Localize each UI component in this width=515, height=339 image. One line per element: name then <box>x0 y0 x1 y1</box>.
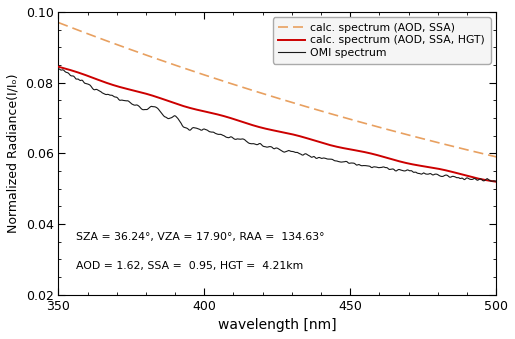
calc. spectrum (AOD, SSA) <box>108 40 114 44</box>
calc. spectrum (AOD, SSA, HGT) <box>198 108 204 113</box>
calc. spectrum (AOD, SSA, HGT) <box>331 144 337 148</box>
calc. spectrum (AOD, SSA, HGT) <box>371 152 377 156</box>
OMI spectrum <box>198 128 204 132</box>
Text: AOD = 1.62, SSA =  0.95, HGT =  4.21km: AOD = 1.62, SSA = 0.95, HGT = 4.21km <box>76 261 303 271</box>
Text: SZA = 36.24°, VZA = 17.90°, RAA =  134.63°: SZA = 36.24°, VZA = 17.90°, RAA = 134.63… <box>76 233 324 242</box>
calc. spectrum (AOD, SSA, HGT) <box>373 153 380 157</box>
Line: calc. spectrum (AOD, SSA): calc. spectrum (AOD, SSA) <box>58 23 496 157</box>
calc. spectrum (AOD, SSA, HGT) <box>108 82 114 86</box>
OMI spectrum <box>229 135 235 139</box>
calc. spectrum (AOD, SSA) <box>371 124 377 128</box>
OMI spectrum <box>373 165 380 169</box>
OMI spectrum <box>108 93 114 97</box>
Legend: calc. spectrum (AOD, SSA), calc. spectrum (AOD, SSA, HGT), OMI spectrum: calc. spectrum (AOD, SSA), calc. spectru… <box>272 17 491 64</box>
calc. spectrum (AOD, SSA, HGT) <box>55 65 61 69</box>
calc. spectrum (AOD, SSA) <box>331 113 337 117</box>
calc. spectrum (AOD, SSA) <box>55 21 61 25</box>
calc. spectrum (AOD, SSA, HGT) <box>229 116 235 120</box>
OMI spectrum <box>493 179 499 183</box>
calc. spectrum (AOD, SSA) <box>198 72 204 76</box>
OMI spectrum <box>371 165 377 169</box>
Line: calc. spectrum (AOD, SSA, HGT): calc. spectrum (AOD, SSA, HGT) <box>58 67 496 182</box>
calc. spectrum (AOD, SSA) <box>493 155 499 159</box>
OMI spectrum <box>489 179 495 183</box>
calc. spectrum (AOD, SSA) <box>229 82 235 86</box>
Y-axis label: Normalized Radiance(I/Iₒ): Normalized Radiance(I/Iₒ) <box>7 74 20 233</box>
calc. spectrum (AOD, SSA) <box>373 124 380 128</box>
OMI spectrum <box>55 66 61 71</box>
OMI spectrum <box>331 158 337 162</box>
Line: OMI spectrum: OMI spectrum <box>58 68 496 181</box>
calc. spectrum (AOD, SSA, HGT) <box>493 180 499 184</box>
X-axis label: wavelength [nm]: wavelength [nm] <box>218 318 336 332</box>
